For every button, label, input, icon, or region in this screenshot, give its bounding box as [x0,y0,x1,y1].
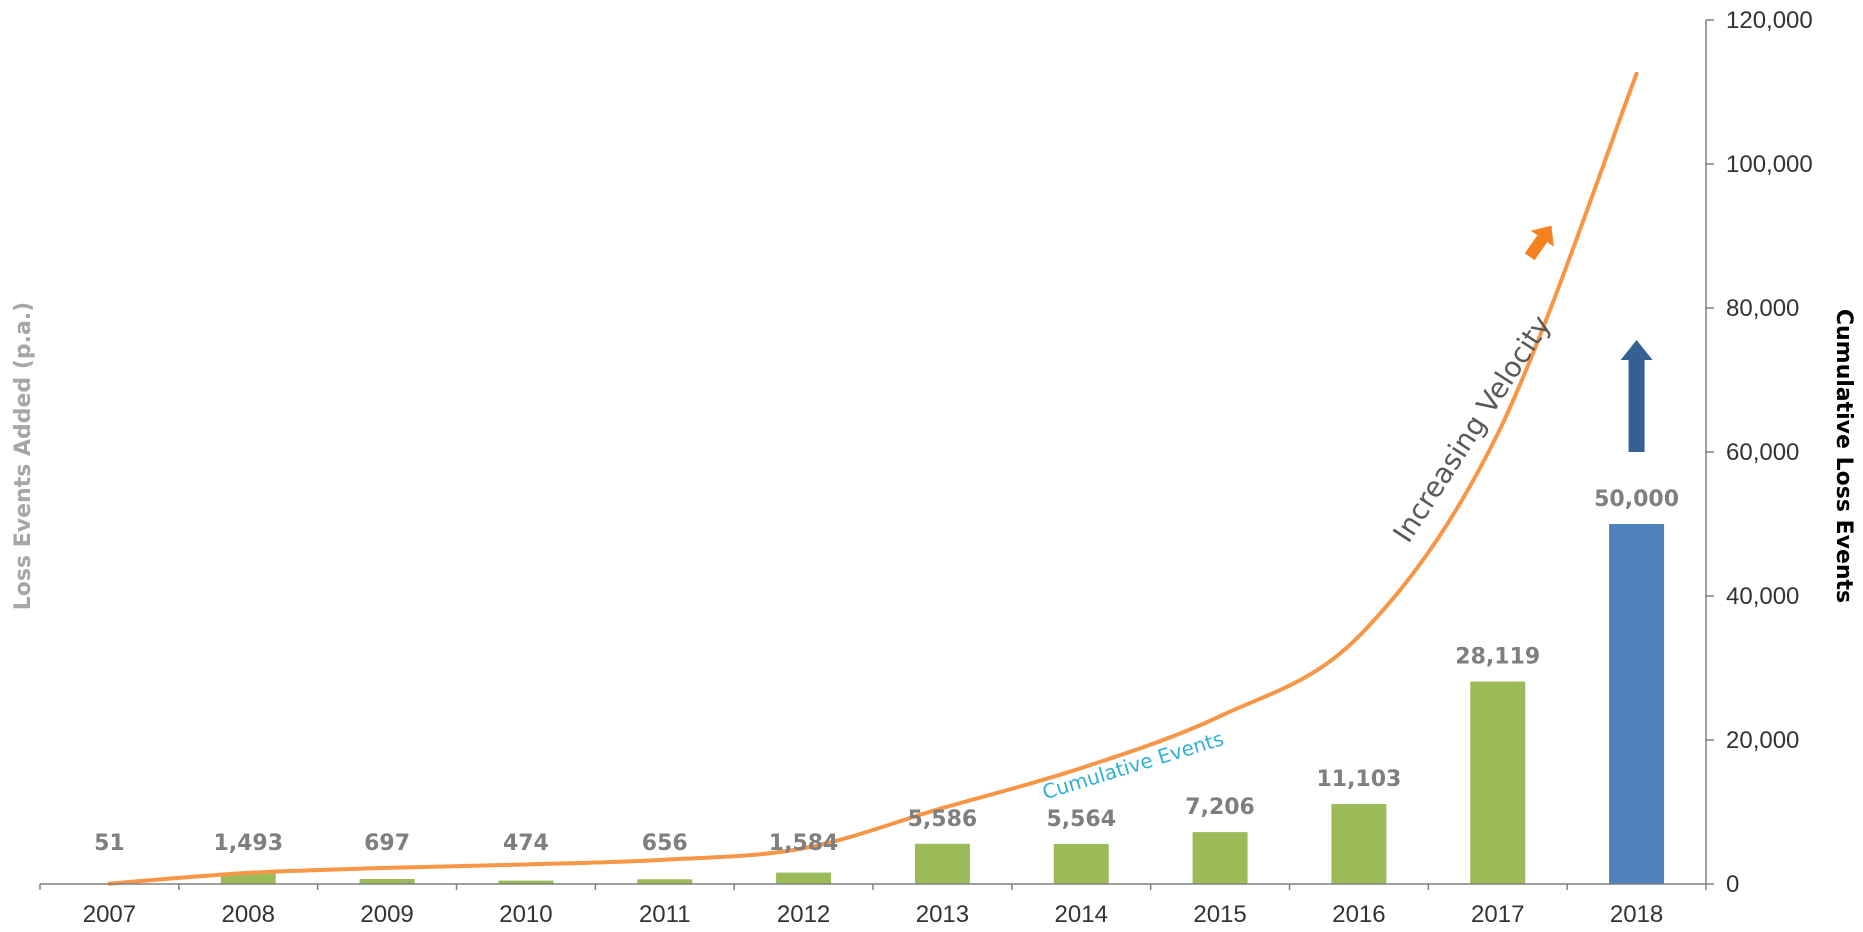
y2-tick-label: 40,000 [1726,583,1799,610]
x-tick-label: 2012 [777,901,830,928]
x-tick-label: 2018 [1610,901,1663,928]
bar-2018 [1609,524,1665,884]
velocity-arrow-icon [1524,225,1554,261]
bar-value-label: 7,206 [1185,795,1255,820]
y2-axis-title: Cumulative Loss Events [1831,309,1856,603]
y2-tick-label: 120,000 [1726,7,1813,34]
x-tick-label: 2017 [1471,901,1524,928]
x-tick-label: 2011 [639,901,691,928]
bar-2014 [1053,843,1109,884]
x-tick-label: 2010 [499,901,552,928]
bar-2011 [637,879,693,884]
bar-value-label: 474 [503,831,549,856]
y2-tick-label: 80,000 [1726,295,1799,322]
x-tick-label: 2008 [222,901,275,928]
bar-2015 [1192,832,1248,884]
bar-value-label: 51 [94,831,125,856]
x-tick-label: 2013 [916,901,969,928]
bar-2009 [359,878,415,884]
bar-value-label: 50,000 [1594,487,1679,512]
y2-tick-label: 20,000 [1726,727,1799,754]
bar-2008 [220,873,276,884]
increasing-velocity-annotation: Increasing Velocity [1386,309,1557,548]
line-group [107,71,1639,886]
growth-arrow-icon [1620,340,1653,452]
bar-2012 [776,872,832,884]
y-axis-title: Loss Events Added (p.a.) [11,302,36,610]
bar-value-label: 1,584 [769,831,839,856]
bar-value-label: 1,493 [213,831,283,856]
x-tick-label: 2007 [83,901,136,928]
y2-tick-label: 60,000 [1726,439,1799,466]
annotations-group: Cumulative Events Increasing Velocity [1039,225,1653,804]
x-tick-label: 2016 [1332,901,1385,928]
x-tick-label: 2009 [360,901,413,928]
bar-2017 [1470,681,1526,884]
x-tick-label: 2014 [1055,901,1108,928]
bars-group [81,524,1665,885]
cumulative-events-line [107,71,1639,886]
bar-2010 [498,880,554,884]
cumulative-events-annotation: Cumulative Events [1039,726,1226,804]
y2-tick-label: 100,000 [1726,151,1813,178]
bar-value-label: 11,103 [1316,767,1401,792]
bar-value-label: 5,586 [908,807,978,832]
labels-group: 51 1,493 697 474 656 1,584 5,586 5,564 7,206 11,1… [94,487,1679,856]
bar-value-label: 656 [642,831,688,856]
bar-value-label: 5,564 [1046,807,1116,832]
y2-tick-label: 0 [1726,871,1739,898]
bar-value-label: 28,119 [1455,645,1540,670]
bar-value-label: 697 [364,831,410,856]
axes-group: 2007 2008 2009 2010 2011 2012 2013 2014 2015 2016… [11,7,1856,928]
bar-2016 [1331,804,1387,884]
x-tick-label: 2015 [1193,901,1246,928]
bar-2013 [914,843,970,884]
